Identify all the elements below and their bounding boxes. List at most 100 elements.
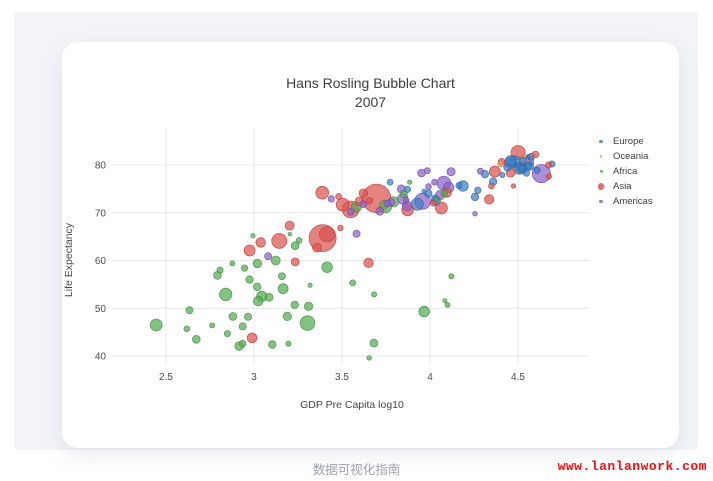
bubble-hungary — [470, 192, 480, 202]
bubble-plot: 2.5 3 3.5 4 4.5 40 50 60 70 80 — [95, 128, 590, 383]
legend-label-asia: Asia — [613, 181, 632, 192]
bubble-somalia — [244, 312, 253, 321]
bubble-gambia — [229, 260, 236, 267]
bubble-yemen-rep- — [312, 242, 322, 253]
bubble-guinea — [245, 275, 254, 284]
legend-label-europe: Europe — [613, 136, 644, 147]
bubble-el-salvador — [383, 199, 392, 208]
bubble-zambia — [268, 340, 277, 349]
chart-subtitle: 2007 — [354, 94, 387, 110]
bubble-djibouti — [307, 282, 313, 288]
bubble-zimbabwe — [192, 334, 201, 344]
bubble-malawi — [228, 312, 238, 321]
bubble-panama — [425, 183, 432, 190]
bubble-sierra-leone — [238, 339, 247, 348]
legend-label-oceania: Oceania — [613, 151, 649, 162]
bubble-swaziland — [366, 355, 372, 361]
bubble-namibia — [371, 291, 378, 298]
bubble-cambodia — [290, 257, 300, 267]
bubble-comoros — [250, 233, 256, 239]
legend-item-asia[interactable]: Asia — [596, 179, 653, 194]
bubble-central-african-republic — [223, 330, 231, 338]
bubble-haiti — [264, 252, 273, 261]
y-axis-label: Life Expectancy — [63, 222, 75, 298]
bubble-kenya — [277, 283, 289, 295]
watermark: www.lanlanwork.com — [557, 459, 707, 474]
bubble-greece — [503, 163, 512, 172]
bubble-iraq — [363, 257, 374, 268]
legend: Europe Oceania Africa Asia Americas — [596, 134, 653, 209]
bubble-lebanon — [429, 199, 437, 207]
y-axis-ticks: 40 50 60 70 80 — [95, 161, 107, 363]
legend-marker-oceania-icon — [599, 155, 603, 158]
legend-item-europe[interactable]: Europe — [596, 134, 653, 149]
bubble-burkina-faso — [264, 292, 274, 302]
x-tick-label: 4.5 — [511, 372, 525, 383]
bubble-chad — [290, 300, 299, 309]
bubble-nepal — [255, 237, 266, 248]
bubble-togo — [240, 264, 249, 272]
bubble-philippines — [335, 197, 350, 212]
bubble-slovak-republic — [474, 186, 482, 194]
bubble-bosnia-and-herzegovina — [403, 185, 411, 193]
bubble-new-zealand — [497, 160, 505, 168]
legend-marker-africa-icon — [599, 170, 603, 173]
x-axis-label: GDP Pre Capita log10 — [300, 399, 404, 411]
bubble-vietnam — [315, 185, 330, 200]
bubble-chile — [446, 167, 456, 177]
bubble-sao-tome-and-principe — [287, 231, 292, 237]
bubble-singapore — [544, 161, 552, 169]
chart-title: Hans Rosling Bubble Chart — [286, 75, 455, 91]
legend-item-americas[interactable]: Americas — [596, 194, 653, 209]
bubble-eritrea — [216, 266, 224, 274]
legend-item-oceania[interactable]: Oceania — [596, 149, 653, 164]
bubble-slovenia — [499, 171, 506, 178]
bubble-congo-dem-rep- — [149, 318, 163, 332]
bubble-senegal — [290, 241, 300, 251]
bubble-west-bank-and-gaza — [335, 193, 343, 200]
bubble-guatemala — [375, 207, 385, 216]
bubble-austria — [524, 162, 533, 170]
bubble-mauritania — [295, 237, 303, 244]
y-tick-label: 60 — [95, 256, 107, 267]
bubble-uruguay — [431, 178, 438, 186]
bubble-angola — [369, 338, 379, 348]
legend-label-americas: Americas — [613, 196, 653, 207]
bubble-nicaragua — [327, 195, 335, 203]
bubble-botswana — [444, 301, 451, 308]
bubble-mali — [252, 282, 262, 291]
bubble-korea-rep- — [488, 165, 501, 178]
bubble-ethiopia — [219, 287, 233, 301]
bubble-liberia — [183, 325, 191, 333]
bubble-denmark — [522, 169, 530, 177]
bubble-albania — [386, 178, 394, 186]
legend-marker-americas-icon — [599, 199, 603, 204]
bubble-uganda — [252, 295, 264, 307]
bubble-congo-rep- — [349, 279, 357, 287]
bubble-reunion — [407, 179, 413, 185]
bubble-benin — [277, 272, 286, 281]
bubble-croatia — [455, 181, 463, 189]
bubble-sudan — [321, 261, 333, 273]
bubble-costa-rica — [423, 167, 431, 175]
bubble-mongolia — [337, 224, 344, 232]
caption: 数据可视化指南 — [312, 463, 401, 477]
x-tick-label: 2.5 — [159, 372, 173, 383]
bubble-saudi-arabia — [483, 194, 495, 205]
bubble-bangladesh — [271, 232, 288, 249]
chart-card: Hans Rosling Bubble Chart 2007 2.5 3 3.5 4 4… — [62, 42, 679, 448]
bubble-jordan — [365, 197, 373, 205]
bubble-burundi — [185, 306, 194, 315]
legend-item-africa[interactable]: Africa — [596, 164, 653, 179]
bubble-guinea-bissau — [209, 322, 216, 329]
bubble-equatorial-guinea — [442, 298, 448, 304]
y-tick-label: 70 — [95, 208, 107, 219]
x-tick-label: 3 — [251, 372, 257, 383]
bubble-lesotho — [285, 340, 292, 347]
bubble-cote-d-ivoire — [282, 311, 292, 321]
legend-label-africa: Africa — [613, 166, 638, 177]
bubble-cameroon — [304, 301, 314, 311]
bubble-honduras — [346, 208, 355, 216]
y-tick-label: 40 — [95, 352, 107, 363]
